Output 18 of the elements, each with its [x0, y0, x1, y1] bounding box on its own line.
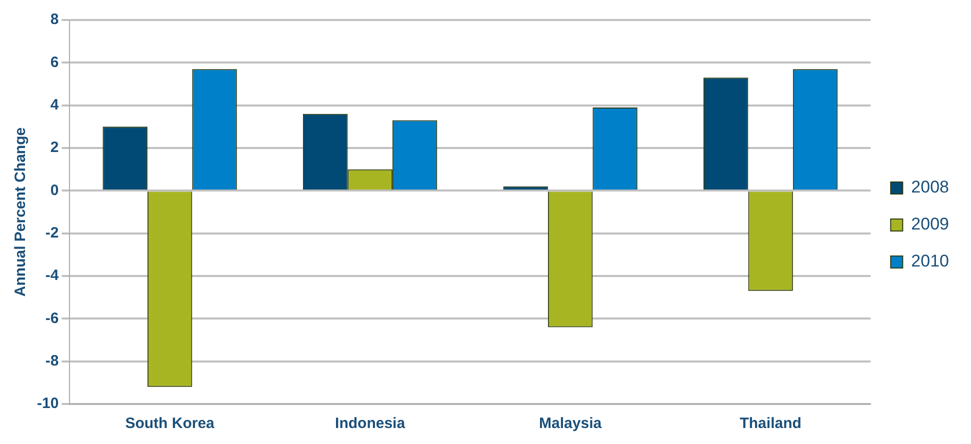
x-tick-label: Indonesia [335, 415, 406, 432]
x-tick-label: Malaysia [539, 415, 602, 432]
y-tick-label: 6 [50, 54, 59, 71]
y-tick-label: 2 [50, 139, 59, 156]
y-tick-label: 4 [50, 96, 60, 114]
y-tick-label: -10 [36, 395, 59, 412]
y-tick-label: 8 [50, 11, 59, 28]
y-tick-label: -8 [45, 352, 59, 370]
legend-label: 2008 [911, 178, 950, 197]
y-tick-label: -4 [45, 267, 60, 284]
legend-label: 2010 [911, 252, 950, 271]
y-axis-title: Annual Percent Change [12, 127, 30, 297]
x-tick-label: Thailand [740, 415, 802, 432]
y-tick-label: 0 [50, 182, 59, 199]
legend-label: 2009 [911, 214, 950, 234]
y-tick-label: -6 [45, 310, 59, 327]
x-tick-label: South Korea [125, 415, 216, 432]
y-tick-label: -2 [45, 224, 59, 242]
